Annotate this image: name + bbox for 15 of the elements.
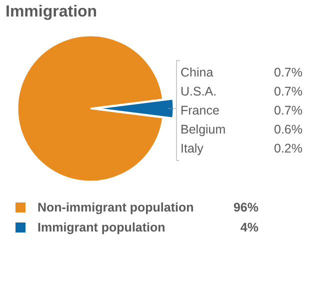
text: 0.6% [274, 122, 303, 136]
text: 0.2% [274, 142, 303, 156]
text: 0.7% [274, 84, 303, 98]
text: 0.7% [274, 104, 303, 118]
text: Italy [180, 142, 204, 156]
text: China [180, 66, 214, 80]
legend-label: Immigrant population [38, 220, 166, 234]
chart-title: Immigration [6, 4, 98, 20]
legend-label: Non-immigrant population [38, 200, 194, 214]
text: Belgium [180, 122, 226, 136]
text: U.S.A. [180, 84, 217, 98]
text: 0.7% [274, 66, 303, 80]
text: France [180, 104, 220, 118]
data-label: 4% [240, 220, 259, 234]
data-label: 96% [233, 200, 259, 214]
